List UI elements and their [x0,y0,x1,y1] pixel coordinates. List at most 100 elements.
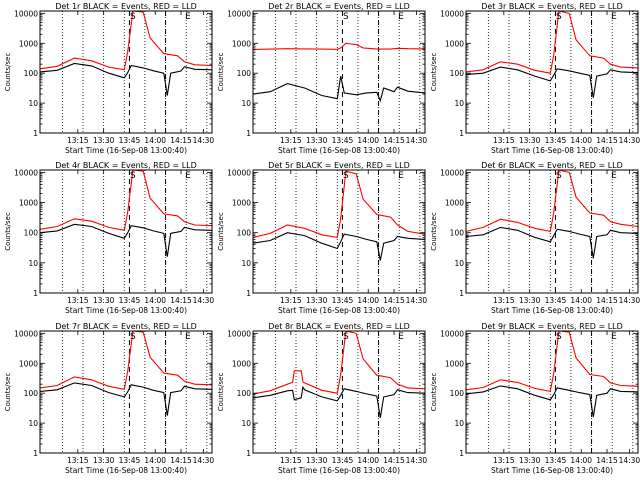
y-tick-label: 1000 [445,199,464,208]
x-tick-label: 14:15 [596,456,618,465]
y-tick-label: 10000 [14,168,38,177]
x-tick-label: 13:30 [519,296,541,305]
y-tick-label: 10000 [440,329,464,338]
detector-panel-6: S E 1 10 100 1000 10000 13:15 13:30 13:45 14:00 14:… [430,161,640,315]
y-tick-label: 1 [33,449,38,458]
y-tick-label: 1 [246,129,251,138]
y-tick-label: 10 [454,99,464,108]
y-tick-label: 10 [28,419,38,428]
x-tick-label: 14:00 [570,136,592,145]
detector-panel-7: S E 1 10 100 1000 10000 13:15 13:30 13:45 14:00 14:… [4,322,214,475]
plot-frame [39,10,213,134]
x-tick-label: 13:45 [332,296,354,305]
y-axis-label: Counts/sec [430,212,438,251]
x-tick-label: 14:30 [406,136,428,145]
marker-e: E [185,171,191,181]
y-axis-label: Counts/sec [4,212,12,251]
y-tick-label: 100 [237,69,252,78]
y-tick-label: 1 [246,289,251,298]
plot-frame [39,169,213,294]
y-tick-label: 1000 [445,39,464,48]
x-axis-label: Start Time (16-Sep-08 13:00:40) [278,306,400,315]
detector-panel-3: S E 1 10 100 1000 10000 13:15 13:30 13:45 14:00 14:… [430,2,640,155]
y-tick-label: 1000 [19,39,38,48]
y-tick-label: 1 [459,289,464,298]
series-events-line [253,232,425,261]
x-tick-label: 13:15 [280,136,302,145]
marker-e: E [398,332,404,342]
series-lld-line [466,170,638,233]
marker-e: E [398,12,404,22]
marker-s: S [130,12,136,22]
x-tick-label: 14:15 [383,136,405,145]
series-events-line [466,385,638,418]
y-tick-label: 10000 [14,9,38,18]
series-events-line [253,75,425,103]
y-tick-label: 100 [237,229,252,238]
x-tick-label: 13:30 [93,296,115,305]
x-tick-label: 14:00 [357,296,379,305]
y-tick-label: 10 [241,419,251,428]
series-lld-line [253,170,425,239]
x-axis-label: Start Time (16-Sep-08 13:00:40) [278,466,400,475]
y-tick-label: 1000 [19,199,38,208]
x-tick-label: 14:15 [596,136,618,145]
series-events-line [40,223,212,257]
y-tick-label: 100 [24,69,39,78]
series-events-line [40,62,212,96]
x-tick-label: 13:45 [545,136,567,145]
y-tick-label: 1000 [19,359,38,368]
x-tick-label: 14:30 [193,296,215,305]
x-tick-label: 14:30 [619,136,640,145]
series-lld-line [466,11,638,74]
x-axis-label: Start Time (16-Sep-08 13:00:40) [491,466,613,475]
y-tick-label: 1000 [445,359,464,368]
x-tick-label: 14:15 [383,456,405,465]
panel-title: Det 9r BLACK = Events, RED = LLD [481,322,623,331]
detector-panel-1: S E 1 10 100 1000 10000 13:15 13:30 13:45 14:00 14:… [4,2,214,155]
y-tick-label: 10 [241,259,251,268]
x-tick-label: 13:45 [545,456,567,465]
x-tick-label: 14:30 [193,456,215,465]
x-tick-label: 14:00 [144,456,166,465]
detector-panel-4: S E 1 10 100 1000 10000 13:15 13:30 13:45 14:00 14:… [4,161,214,315]
series-events-line [253,385,425,418]
plot-frame [465,169,639,294]
y-tick-label: 1 [33,129,38,138]
panel-title: Det 7r BLACK = Events, RED = LLD [55,322,197,331]
x-tick-label: 13:15 [493,296,515,305]
x-tick-label: 14:30 [619,456,640,465]
y-tick-label: 1 [246,449,251,458]
y-tick-label: 100 [24,229,39,238]
x-tick-label: 13:30 [93,456,115,465]
x-tick-label: 14:15 [170,296,192,305]
marker-s: S [343,171,349,181]
x-axis-label: Start Time (16-Sep-08 13:00:40) [491,306,613,315]
y-axis-label: Counts/sec [217,373,225,412]
marker-e: E [611,332,617,342]
panel-title: Det 3r BLACK = Events, RED = LLD [481,2,623,11]
x-axis-label: Start Time (16-Sep-08 13:00:40) [278,146,400,155]
x-tick-label: 13:15 [493,456,515,465]
plot-frame [252,10,426,134]
panel-title: Det 4r BLACK = Events, RED = LLD [55,161,197,170]
x-tick-label: 14:00 [570,296,592,305]
marker-e: E [185,332,191,342]
x-tick-label: 13:15 [280,456,302,465]
x-tick-label: 14:00 [357,136,379,145]
panel-title: Det 5r BLACK = Events, RED = LLD [268,161,410,170]
x-axis-label: Start Time (16-Sep-08 13:00:40) [65,306,187,315]
marker-s: S [556,12,562,22]
x-tick-label: 13:30 [93,136,115,145]
plot-frame [252,169,426,294]
marker-e: E [398,171,404,181]
x-tick-label: 13:15 [493,136,515,145]
x-tick-label: 13:30 [306,456,328,465]
y-tick-label: 10000 [227,9,251,18]
detector-panel-8: S E 1 10 100 1000 10000 13:15 13:30 13:45 14:00 14:… [217,322,427,475]
y-axis-label: Counts/sec [4,53,12,92]
y-tick-label: 100 [450,229,465,238]
panel-title: Det 2r BLACK = Events, RED = LLD [268,2,410,11]
x-axis-label: Start Time (16-Sep-08 13:00:40) [65,146,187,155]
